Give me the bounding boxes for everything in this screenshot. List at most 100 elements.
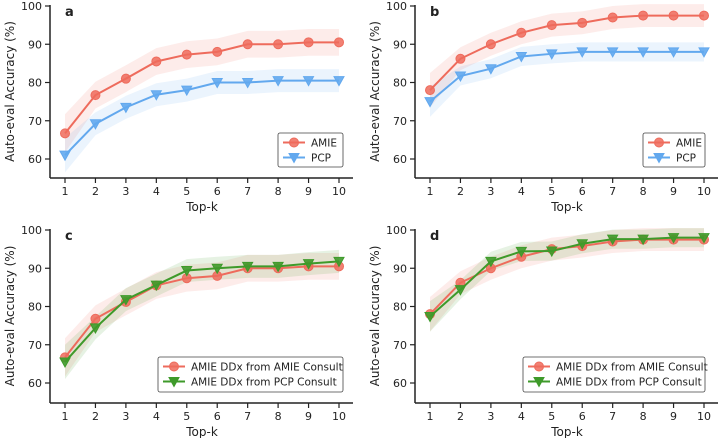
data-point <box>273 39 284 50</box>
data-point <box>577 17 588 28</box>
data-point <box>667 233 680 244</box>
data-point <box>333 76 345 87</box>
confidence-band <box>430 228 704 332</box>
series-line <box>429 14 704 91</box>
confidence-band <box>430 42 704 117</box>
data-point <box>211 78 224 89</box>
x-tick-label: 10 <box>332 410 346 423</box>
data-point <box>242 39 253 50</box>
confidence-band <box>65 69 339 173</box>
x-axis-label: Top-k <box>185 200 218 214</box>
series-line <box>429 236 704 318</box>
y-tick-label: 90 <box>28 38 42 51</box>
x-tick-label: 4 <box>518 410 525 423</box>
x-tick-label: 10 <box>332 185 346 198</box>
x-tick-label: 10 <box>697 410 711 423</box>
legend-label: AMIE DDx from AMIE Consult <box>556 362 708 374</box>
x-axis-label: Top-k <box>185 425 218 438</box>
x-tick-label: 10 <box>697 185 711 198</box>
data-point <box>211 263 224 275</box>
x-tick-label: 2 <box>457 410 464 423</box>
data-point <box>180 266 193 277</box>
legend-triangle-marker <box>168 377 180 388</box>
data-point <box>576 239 589 250</box>
y-axis-label: Auto-eval Accuracy (%) <box>3 21 17 162</box>
data-point <box>424 311 436 323</box>
data-point <box>272 76 284 87</box>
y-tick-label: 100 <box>386 224 407 237</box>
panel-b: 60 70 80 90 100 1 2 3 4 5 6 7 8 9 10 Top-k Auto-eval Acc… <box>368 0 718 214</box>
panel-label: c <box>65 229 73 244</box>
x-tick-label: 2 <box>92 185 99 198</box>
y-axis-label: Auto-eval Accuracy (%) <box>368 246 382 387</box>
series-line <box>64 260 340 363</box>
legend-label: AMIE DDx from AMIE Consult <box>191 362 343 374</box>
series-line <box>64 265 339 358</box>
data-point <box>454 285 467 296</box>
x-tick-label: 3 <box>487 185 494 198</box>
panel-label: a <box>65 5 74 20</box>
confidence-band <box>430 228 704 332</box>
x-tick-label: 3 <box>122 410 129 423</box>
data-point <box>546 20 557 31</box>
data-point <box>303 37 314 48</box>
data-point <box>424 97 436 108</box>
y-tick-label: 60 <box>393 153 407 166</box>
y-tick-label: 80 <box>393 77 407 90</box>
x-tick-label: 5 <box>548 410 555 423</box>
y-tick-label: 100 <box>21 224 42 237</box>
data-point <box>60 128 70 139</box>
y-tick-label: 70 <box>393 115 407 128</box>
legend-box <box>522 356 706 393</box>
data-point <box>576 47 589 58</box>
x-tick-label: 9 <box>305 410 312 423</box>
legend: AMIE DDx from AMIE Consult AMIE DDx from … <box>522 356 708 393</box>
confidence-band <box>430 4 704 108</box>
legend-label: AMIE <box>676 138 702 150</box>
data-point <box>120 73 131 84</box>
data-point <box>333 256 345 268</box>
x-tick-label: 9 <box>305 185 312 198</box>
x-tick-label: 6 <box>579 410 586 423</box>
data-point <box>120 102 132 114</box>
data-point <box>606 47 619 58</box>
data-point <box>515 51 528 63</box>
data-point <box>485 256 497 268</box>
legend-triangle-marker <box>288 153 300 164</box>
legend-circle-marker <box>534 361 544 372</box>
data-point <box>545 49 558 60</box>
x-tick-label: 9 <box>670 410 677 423</box>
data-point <box>302 76 315 87</box>
x-axis-label: Top-k <box>550 200 583 214</box>
series-line <box>429 50 704 103</box>
x-tick-label: 8 <box>275 410 282 423</box>
data-point <box>272 261 284 273</box>
data-point <box>545 246 558 258</box>
data-point <box>455 53 466 64</box>
data-point <box>667 47 680 58</box>
legend-box <box>157 356 344 393</box>
y-tick-label: 60 <box>28 153 42 166</box>
legend-circle-marker <box>169 361 179 372</box>
y-tick-label: 100 <box>21 0 42 13</box>
data-point <box>302 259 315 270</box>
x-tick-label: 1 <box>62 185 69 198</box>
data-point <box>606 234 619 246</box>
series-line <box>64 79 339 156</box>
y-tick-label: 60 <box>28 377 42 390</box>
y-tick-label: 60 <box>393 377 407 390</box>
data-point <box>59 357 71 368</box>
x-tick-label: 6 <box>214 185 221 198</box>
y-tick-label: 100 <box>386 0 407 13</box>
panel-label: b <box>430 5 439 20</box>
x-tick-label: 1 <box>427 185 434 198</box>
x-tick-label: 8 <box>275 185 282 198</box>
y-tick-label: 80 <box>393 301 407 314</box>
x-tick-label: 1 <box>427 410 434 423</box>
data-point <box>180 85 193 97</box>
x-tick-label: 7 <box>244 185 251 198</box>
data-point <box>90 313 101 324</box>
data-point <box>668 10 679 21</box>
legend-label: PCP <box>676 153 696 165</box>
